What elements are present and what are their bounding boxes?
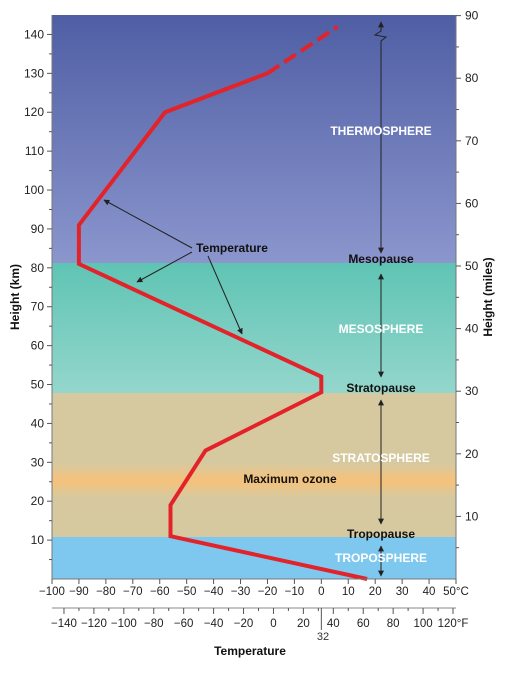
mile-tick-label: 30 xyxy=(465,384,479,398)
thermosphere-label: THERMOSPHERE xyxy=(330,124,431,138)
fahrenheit-tick-label: 0 xyxy=(270,618,276,630)
km-tick-label: 110 xyxy=(25,144,44,158)
km-tick-label: 80 xyxy=(31,261,45,275)
mile-tick-label: 90 xyxy=(465,9,479,23)
temperature-line-dashed xyxy=(266,25,339,75)
fahrenheit-axis-ticks: −140 −120 −100 −80 −60 −40 −20 0 20 40 60 80 100 120°… xyxy=(51,607,469,630)
celsius-axis-ticks: −100 −90 −80 −70 −60 −50 −40 −30 −20 −10 0 10 20 30 40… xyxy=(39,579,469,598)
layer-bands xyxy=(52,15,456,579)
mile-tick-label: 60 xyxy=(465,196,479,210)
fahrenheit-tick-label: −60 xyxy=(174,618,194,630)
temperature-annotation: Temperature xyxy=(103,199,268,335)
fahrenheit-tick-label: −40 xyxy=(204,618,224,630)
km-tick-label: 70 xyxy=(31,300,45,314)
fahrenheit-tick-label: 60 xyxy=(357,618,370,630)
mile-tick-label: 70 xyxy=(465,134,479,148)
km-tick-label: 120 xyxy=(24,105,44,119)
km-tick-label: 50 xyxy=(31,378,45,392)
y-right-axis-label: Height (miles) xyxy=(481,257,495,336)
fahrenheit-tick-label: 120°F xyxy=(438,618,469,630)
mile-tick-label: 50 xyxy=(465,259,479,273)
fahrenheit-tick-label: 100 xyxy=(413,618,432,630)
mesopause-label: Mesopause xyxy=(348,252,414,266)
celsius-tick-label: −20 xyxy=(258,586,278,598)
km-tick-label: 130 xyxy=(24,66,44,80)
km-tick-label: 10 xyxy=(31,533,45,547)
tropopause-label: Tropopause xyxy=(347,527,415,541)
fahrenheit-tick-label: −20 xyxy=(234,618,254,630)
miles-axis-ticks: 10 20 30 40 50 60 70 80 90 xyxy=(456,9,479,549)
ozone-band xyxy=(52,463,456,498)
fahrenheit-tick-label: −100 xyxy=(111,618,137,630)
mile-tick-label: 20 xyxy=(465,447,479,461)
mile-tick-label: 10 xyxy=(465,509,479,523)
km-tick-label: 90 xyxy=(31,222,45,236)
celsius-tick-label: 40 xyxy=(423,586,436,598)
celsius-tick-label: −40 xyxy=(204,586,224,598)
y-left-axis-label: Height (km) xyxy=(8,264,22,330)
celsius-tick-label: −100 xyxy=(39,586,65,598)
km-tick-label: 100 xyxy=(24,183,44,197)
mesosphere-label: MESOSPHERE xyxy=(339,322,424,336)
km-tick-label: 140 xyxy=(24,27,44,41)
troposphere-label: TROPOSPHERE xyxy=(335,551,427,565)
km-axis-ticks: 10 20 30 40 50 60 70 80 90 100 110 120 130 140 xyxy=(24,27,52,561)
km-tick-label: 40 xyxy=(31,416,45,430)
celsius-tick-label: 10 xyxy=(342,586,355,598)
fahrenheit-tick-label: 20 xyxy=(297,618,310,630)
fahrenheit-tick-label: −80 xyxy=(144,618,164,630)
celsius-tick-label: −70 xyxy=(123,586,143,598)
x-axis-label: Temperature xyxy=(214,644,286,658)
temperature-curve xyxy=(76,25,368,581)
celsius-tick-label: −10 xyxy=(285,586,305,598)
thermosphere-band xyxy=(52,15,456,263)
temperature-line-solid xyxy=(76,71,368,581)
stratosphere-label: STRATOSPHERE xyxy=(332,451,430,465)
fahrenheit-tick-label: −120 xyxy=(81,618,107,630)
celsius-tick-label: 50°C xyxy=(443,586,469,598)
fahrenheit-tick-label: −140 xyxy=(51,618,77,630)
celsius-tick-label: −30 xyxy=(231,586,251,598)
mile-tick-label: 40 xyxy=(465,322,479,336)
celsius-tick-label: 20 xyxy=(369,586,382,598)
mile-tick-label: 80 xyxy=(465,71,479,85)
celsius-tick-label: 30 xyxy=(396,586,409,598)
celsius-tick-label: −80 xyxy=(96,586,116,598)
stratopause-label: Stratopause xyxy=(346,381,416,395)
km-tick-label: 20 xyxy=(31,494,45,508)
freezing-point-label: 32 xyxy=(317,631,329,643)
troposphere-band xyxy=(52,537,456,579)
celsius-tick-label: 0 xyxy=(318,586,324,598)
fahrenheit-tick-label: 40 xyxy=(327,618,340,630)
km-tick-label: 60 xyxy=(31,339,45,353)
layer-arrows xyxy=(373,21,388,577)
celsius-tick-label: −60 xyxy=(150,586,170,598)
temperature-callout-label: Temperature xyxy=(196,241,268,255)
fahrenheit-tick-label: 80 xyxy=(387,618,400,630)
ozone-label: Maximum ozone xyxy=(243,472,337,486)
km-tick-label: 30 xyxy=(31,455,45,469)
celsius-tick-label: −90 xyxy=(69,586,89,598)
celsius-tick-label: −50 xyxy=(177,586,197,598)
